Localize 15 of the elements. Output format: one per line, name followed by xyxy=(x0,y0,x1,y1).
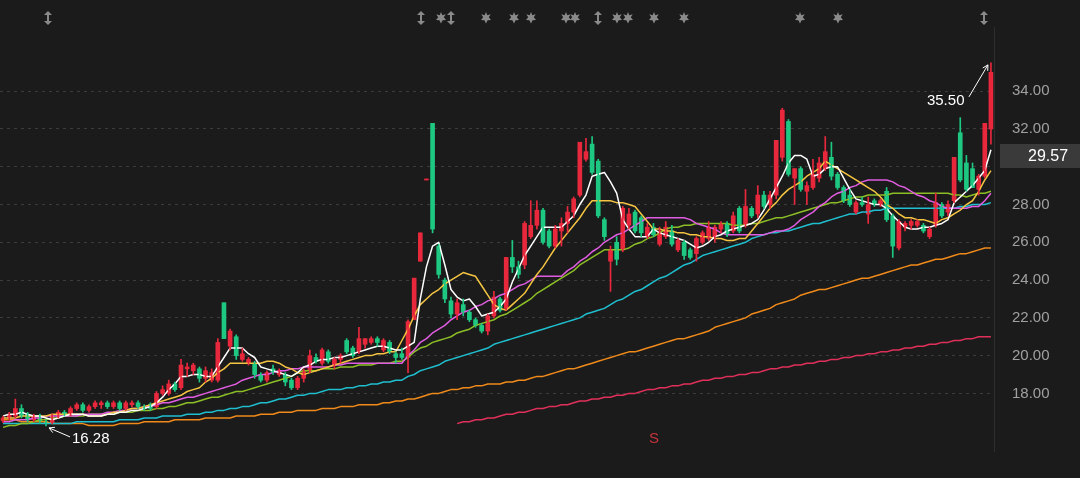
annotation: S xyxy=(649,429,660,447)
candlestick xyxy=(221,302,227,339)
candlestick xyxy=(417,232,423,262)
y-tick-label: 34.00 xyxy=(1012,81,1050,99)
annotation: 16.28 xyxy=(72,429,110,447)
text: 29.57 xyxy=(1028,147,1069,165)
y-tick-label: 20.00 xyxy=(1012,345,1050,363)
y-tick-label: 28.00 xyxy=(1012,194,1050,212)
candlestick xyxy=(411,277,417,321)
y-tick-label: 18.00 xyxy=(1012,383,1050,401)
annotation: 35.50 xyxy=(926,91,965,109)
y-tick-label: 22.00 xyxy=(1012,307,1050,325)
y-tick-label: 24.00 xyxy=(1012,270,1050,288)
y-tick-label: 26.00 xyxy=(1012,232,1050,250)
y-tick-label: 32.00 xyxy=(1012,119,1050,137)
